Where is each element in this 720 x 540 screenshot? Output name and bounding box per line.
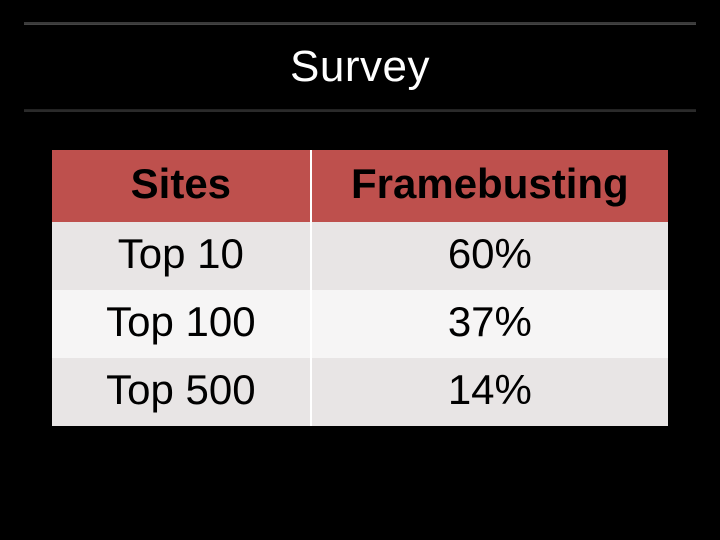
- cell-framebusting: 60%: [311, 222, 668, 290]
- survey-table: Sites Framebusting Top 10 60% Top 100 37…: [52, 150, 668, 426]
- slide: Survey Sites Framebusting Top 10 60% Top: [0, 0, 720, 540]
- table-row: Top 100 37%: [52, 290, 668, 358]
- table-row: Top 10 60%: [52, 222, 668, 290]
- cell-framebusting: 37%: [311, 290, 668, 358]
- title-bar: Survey: [24, 22, 696, 112]
- table: Sites Framebusting Top 10 60% Top 100 37…: [52, 150, 668, 426]
- cell-framebusting: 14%: [311, 358, 668, 426]
- table-header-row: Sites Framebusting: [52, 150, 668, 222]
- cell-sites: Top 100: [52, 290, 311, 358]
- col-header-sites: Sites: [52, 150, 311, 222]
- cell-sites: Top 500: [52, 358, 311, 426]
- cell-sites: Top 10: [52, 222, 311, 290]
- slide-title: Survey: [290, 42, 430, 92]
- col-header-framebusting: Framebusting: [311, 150, 668, 222]
- table-row: Top 500 14%: [52, 358, 668, 426]
